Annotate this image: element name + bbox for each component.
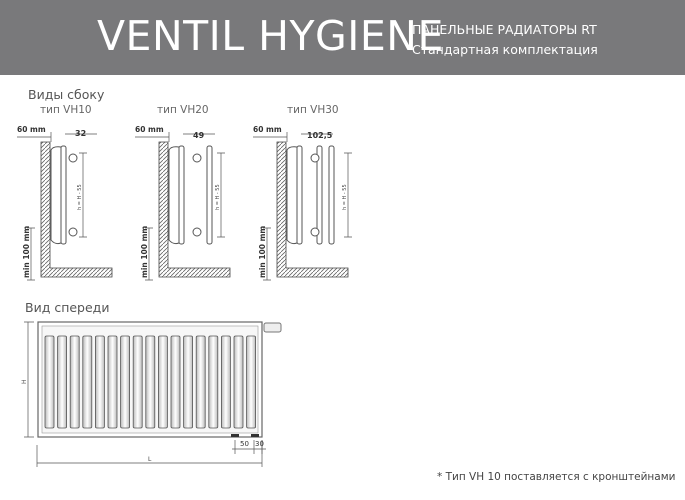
height-dim-line [79, 152, 87, 238]
type-label-vh10: тип VH10 [40, 104, 92, 116]
height-dim-label: h = H - 55 [342, 184, 348, 210]
footnote: * Тип VH 10 поставляется с кронштейнами [437, 471, 676, 483]
height-dim-label: h = H - 55 [215, 184, 221, 210]
depth-label: 32 [75, 129, 86, 138]
height-dim-line [344, 152, 352, 238]
convector-fin [233, 335, 244, 429]
height-label: H [21, 379, 28, 384]
min-floor-label: min 100 mm [140, 226, 149, 278]
offset-dim-line [17, 132, 97, 142]
header-bar: VENTIL HYGIENE ПАНЕЛЬНЫЕ РАДИАТОРЫ RT Ст… [0, 0, 685, 75]
convector-fin [246, 335, 257, 429]
side-view-3: h = H - 55 60 mm 102,5 min 100 mm [253, 125, 352, 281]
front-view-heading: Вид спереди [25, 300, 110, 315]
convector-fin [145, 335, 156, 429]
panel [296, 145, 303, 245]
convector-fin [208, 335, 219, 429]
valve-top [310, 153, 320, 163]
convector-fin [57, 335, 67, 429]
connection-dim-50: 50 [240, 440, 249, 448]
page-title: VENTIL HYGIENE [97, 12, 444, 60]
convector-fin [170, 335, 181, 429]
subtitle-product: ПАНЕЛЬНЫЕ РАДИАТОРЫ RT [412, 22, 597, 37]
height-dim-line [217, 152, 225, 238]
valve-bottom [192, 227, 202, 237]
height-dim-label: h = H - 55 [77, 184, 83, 210]
wall-floor-hatch [40, 141, 113, 278]
min-floor-dim-line [27, 227, 35, 281]
offset-dim-line [135, 132, 215, 142]
connection-left [231, 434, 239, 437]
min-floor-label: min 100 mm [22, 226, 31, 278]
thermostat-valve-head [263, 322, 282, 333]
valve-top [192, 153, 202, 163]
subtitle-package: Стандартная комплектация [412, 42, 598, 57]
min-floor-dim-line [263, 227, 271, 281]
side-view-2: h = H - 55 60 mm 49 min 100 mm [135, 125, 231, 281]
wall-floor-hatch [158, 141, 231, 278]
convector-fin [120, 335, 130, 429]
convector-fin [132, 335, 143, 429]
min-floor-dim-line [145, 227, 153, 281]
connection-dim-30: 30 [255, 440, 264, 448]
wall-floor-hatch [276, 141, 349, 278]
connection-right [251, 434, 259, 437]
type-label-vh20: тип VH20 [157, 104, 209, 116]
type-label-vh30: тип VH30 [287, 104, 339, 116]
height-dim-line [24, 321, 34, 438]
min-floor-label: min 100 mm [258, 226, 267, 278]
offset-dim-line [253, 132, 333, 142]
convector-fin [220, 335, 231, 429]
depth-label: 102,5 [307, 131, 333, 140]
wall-offset-label: 60 mm [253, 125, 282, 134]
convector-fin [157, 335, 168, 429]
wall-offset-label: 60 mm [135, 125, 164, 134]
panel [328, 145, 335, 245]
convector-fin [95, 335, 105, 429]
side-view-1: h = H - 55 60 mm 32 min 100 mm [17, 125, 113, 281]
convector-fin [183, 335, 194, 429]
convector-fin [82, 335, 93, 429]
panel [178, 145, 185, 245]
convector-fin [195, 335, 206, 429]
depth-label: 49 [193, 131, 205, 140]
convector-fin [44, 335, 55, 429]
convector-fin [107, 335, 118, 429]
wall-offset-label: 60 mm [17, 125, 46, 134]
panel [316, 145, 323, 245]
connection-dim-lines [232, 440, 266, 454]
valve-bottom [310, 227, 320, 237]
valve-bottom [68, 227, 78, 237]
length-label: L [148, 456, 152, 463]
panel [60, 145, 67, 245]
valve-top [68, 153, 78, 163]
side-views-heading: Виды сбоку [28, 87, 105, 102]
panel [206, 145, 213, 245]
convector-fin [69, 335, 80, 429]
